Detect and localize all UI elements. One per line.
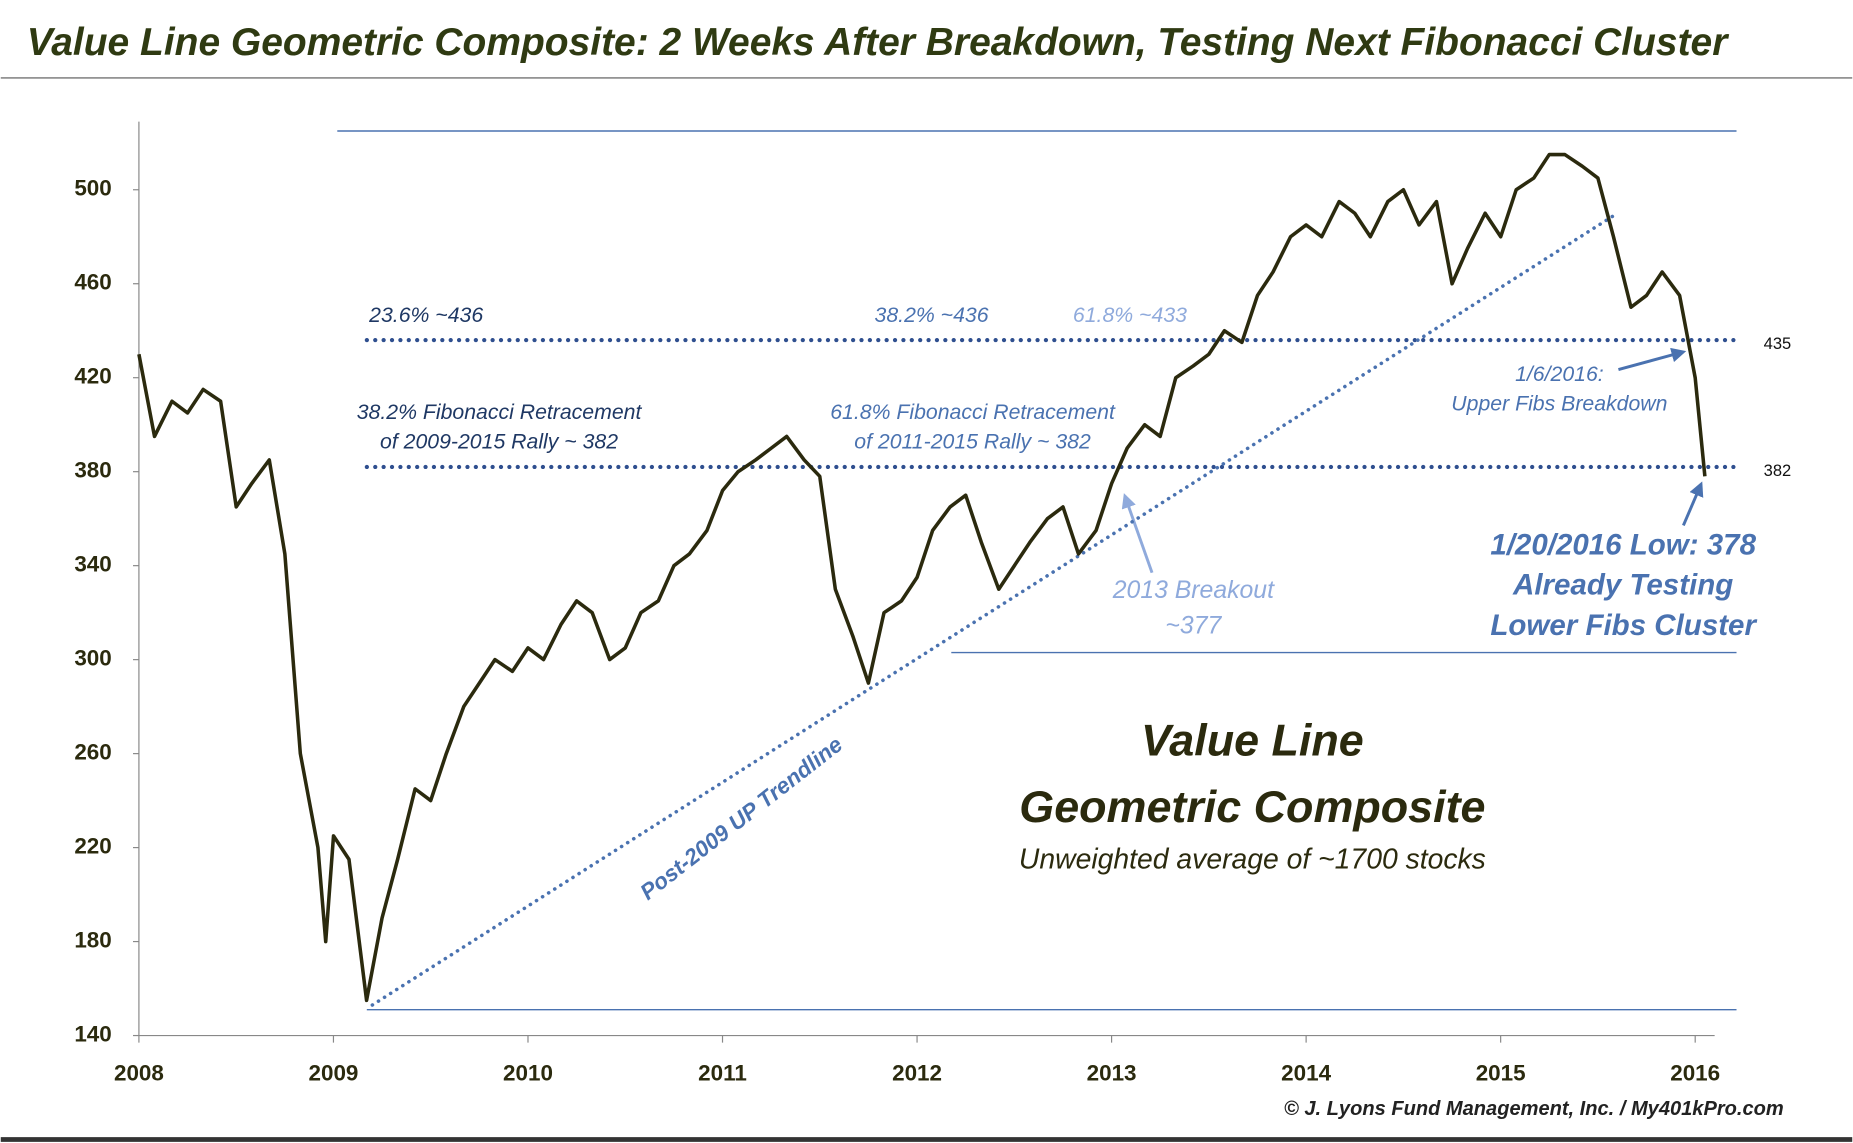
fib-level-label: 382 bbox=[1764, 461, 1792, 480]
annotation: 38.2% Fibonacci Retracement bbox=[357, 400, 643, 424]
y-tick-label: 140 bbox=[74, 1021, 111, 1046]
chart-title: Value Line Geometric Composite: 2 Weeks … bbox=[27, 21, 1729, 64]
y-tick-label: 500 bbox=[74, 176, 111, 201]
x-tick-label: 2008 bbox=[114, 1060, 164, 1085]
y-tick-label: 460 bbox=[74, 270, 111, 295]
y-tick-label: 340 bbox=[74, 552, 111, 577]
x-tick-label: 2013 bbox=[1087, 1060, 1137, 1085]
annotation: Already Testing bbox=[1512, 569, 1733, 602]
y-tick-label: 380 bbox=[74, 458, 111, 483]
center-title: Value Line bbox=[1141, 715, 1364, 766]
annotation: 1/6/2016: bbox=[1515, 362, 1604, 386]
trendline bbox=[370, 211, 1620, 1007]
x-tick-label: 2009 bbox=[309, 1060, 359, 1085]
annotation: Upper Fibs Breakdown bbox=[1451, 392, 1667, 416]
y-tick-label: 420 bbox=[74, 364, 111, 389]
x-tick-label: 2014 bbox=[1281, 1060, 1331, 1085]
x-tick-label: 2011 bbox=[698, 1060, 747, 1085]
y-tick-label: 220 bbox=[74, 834, 111, 859]
annotation: 61.8% Fibonacci Retracement bbox=[830, 400, 1116, 424]
annotation: ~377 bbox=[1165, 613, 1222, 640]
arrow bbox=[1618, 347, 1687, 372]
annotation: 61.8% ~433 bbox=[1073, 303, 1187, 327]
y-tick-label: 260 bbox=[74, 740, 111, 765]
y-tick-label: 300 bbox=[74, 646, 111, 671]
arrow bbox=[1682, 481, 1704, 527]
annotation: of 2011-2015 Rally ~ 382 bbox=[854, 429, 1091, 453]
trendline-label: Post-2009 UP Trendline bbox=[635, 732, 847, 905]
center-title: Geometric Composite bbox=[1019, 781, 1485, 832]
arrow bbox=[1121, 493, 1154, 574]
fib-level-label: 435 bbox=[1764, 334, 1792, 353]
x-tick-label: 2012 bbox=[892, 1060, 942, 1085]
x-tick-label: 2010 bbox=[503, 1060, 553, 1085]
annotation: of 2009-2015 Rally ~ 382 bbox=[380, 429, 618, 453]
annotation: 23.6% ~436 bbox=[368, 303, 483, 327]
center-subtitle: Unweighted average of ~1700 stocks bbox=[1019, 843, 1486, 875]
credit: © J. Lyons Fund Management, Inc. / My401… bbox=[1284, 1098, 1784, 1120]
price-line bbox=[137, 152, 1707, 1003]
annotation: 1/20/2016 Low: 378 bbox=[1490, 529, 1756, 562]
y-tick-label: 180 bbox=[74, 927, 111, 952]
annotation: Lower Fibs Cluster bbox=[1490, 609, 1757, 642]
annotation: 2013 Breakout bbox=[1112, 577, 1275, 604]
x-tick-label: 2015 bbox=[1476, 1060, 1526, 1085]
annotation: 38.2% ~436 bbox=[875, 303, 989, 327]
x-tick-label: 2016 bbox=[1670, 1060, 1720, 1085]
